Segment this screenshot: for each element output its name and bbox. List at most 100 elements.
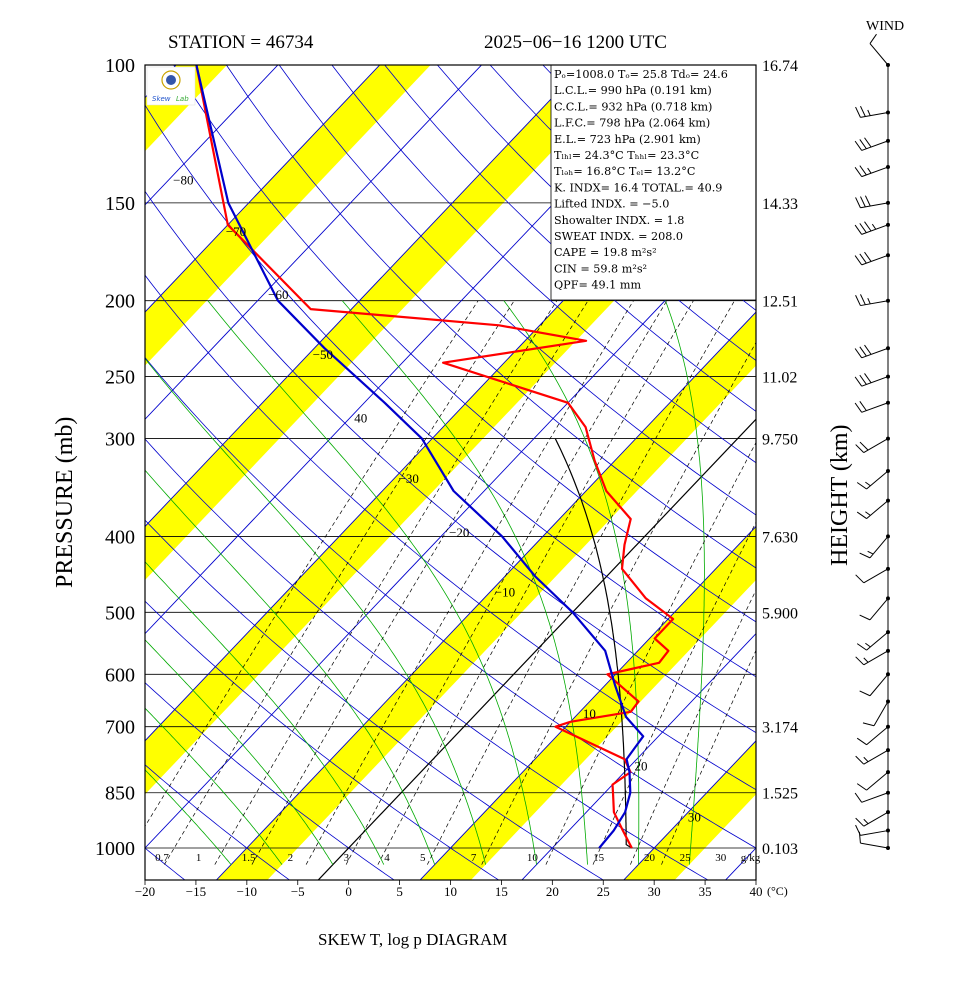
isotherm-line <box>215 311 756 880</box>
index-line: CAPE = 19.8 m²s² <box>554 246 657 259</box>
wind-barb-flag <box>854 140 863 151</box>
x-tick-label: 40 <box>750 884 763 899</box>
isotherm-band <box>145 65 635 581</box>
pressure-tick-label: 100 <box>105 55 135 77</box>
wind-barb-half <box>865 481 871 487</box>
height-label: 3.174 <box>762 720 798 737</box>
mixing-ratio-line <box>214 300 558 865</box>
moist-adiabat-line <box>503 300 640 865</box>
svg-text:Lab: Lab <box>176 95 189 103</box>
dry-adiabats <box>145 65 756 880</box>
moist-adiabat-line <box>145 639 334 865</box>
wind-barb-flag <box>859 374 867 385</box>
dewpoint-line <box>195 65 645 849</box>
moist-adiabat-line <box>145 469 436 865</box>
wind-barb-flag <box>859 346 867 357</box>
height-label: 11.02 <box>762 370 797 387</box>
temperature-line <box>195 65 675 849</box>
wind-barb-half <box>867 167 872 174</box>
wind-barb-half <box>867 109 871 116</box>
mixing-ratio-line <box>145 300 479 828</box>
dry-adiabat-line <box>145 190 756 734</box>
wind-barb-staff <box>869 673 889 697</box>
wind-barb-flag <box>855 574 865 584</box>
pressure-tick-label: 200 <box>105 291 135 313</box>
dry-adiabat-line <box>278 65 756 516</box>
isotherm-label: −30 <box>399 471 419 486</box>
wind-barb-flag <box>855 295 861 306</box>
mixing-ratio-label: 25 <box>680 852 692 864</box>
mixing-ratio-label: 3 <box>344 852 350 864</box>
wind-barb-half <box>871 223 877 230</box>
dry-adiabat-line <box>145 600 500 880</box>
x-tick-label: 30 <box>648 884 661 899</box>
wind-barb-flag <box>855 106 861 118</box>
pressure-axis-title: PRESSURE (mb) <box>52 417 78 588</box>
moist-adiabat-line <box>145 769 232 865</box>
sounding-series <box>195 65 675 849</box>
index-line: Lifted INDX. = −5.0 <box>554 198 669 211</box>
x-tick-label: −10 <box>237 884 257 899</box>
x-tick-label: 35 <box>699 884 712 899</box>
wind-barb-flag <box>855 444 865 453</box>
wind-barb-flag <box>859 253 867 264</box>
wind-barb-flag <box>864 221 872 232</box>
mixing-ratio-label: 7 <box>471 852 477 864</box>
moist-adiabat-line <box>665 300 705 865</box>
wind-barb-staff <box>860 842 889 849</box>
moist-adiabat-line <box>341 300 588 865</box>
diagram-title: SKEW T, log p DIAGRAM <box>318 930 507 949</box>
isotherm-line <box>145 65 483 420</box>
mixing-ratio-line <box>164 300 515 865</box>
wind-barb-flag <box>854 224 863 235</box>
wind-barb-staff <box>869 598 889 621</box>
height-label: 9.750 <box>762 432 798 449</box>
isotherm-line <box>145 65 279 206</box>
isotherm-band <box>145 65 431 366</box>
mixing-ratio-line <box>481 341 756 865</box>
wind-barb-staff <box>866 771 889 791</box>
mixing-ratio-label: 10 <box>527 852 539 864</box>
mixing-ratio-label: 1.5 <box>242 852 256 864</box>
index-line: SWEAT INDX. = 208.0 <box>554 230 683 243</box>
index-line: L.C.L.= 990 hPa (0.191 km) <box>554 84 712 97</box>
x-tick-label: 10 <box>444 884 457 899</box>
mixing-ratio-line <box>251 300 589 865</box>
isotherm-label: −10 <box>495 584 515 599</box>
height-axis-title: HEIGHT (km) <box>827 424 853 566</box>
mixing-ratio-line <box>305 300 634 865</box>
wind-barb-staff <box>863 568 889 584</box>
x-tick-label: −5 <box>291 884 305 899</box>
wind-barb-flag <box>864 137 872 148</box>
isotherm-line <box>521 632 756 880</box>
dry-adiabat-line <box>384 65 756 412</box>
wind-barb-flag <box>864 373 872 384</box>
height-label: 1.525 <box>762 786 798 803</box>
dry-adiabat-line <box>225 65 756 569</box>
index-line: CIN = 59.8 m²s² <box>554 262 647 275</box>
isotherm-label: −60 <box>268 287 288 302</box>
isotherm-label: −70 <box>226 224 246 239</box>
wind-barb-flag <box>854 402 863 413</box>
wind-barb-flag <box>858 831 861 844</box>
wind-barb-flag <box>859 552 871 559</box>
wind-barb-staff <box>873 701 889 727</box>
mixing-ratio-lines <box>145 300 756 865</box>
wind-barb-half <box>863 657 869 663</box>
index-line: K. INDX= 16.4 TOTAL.= 40.9 <box>554 181 722 194</box>
mixing-ratio-line <box>426 300 735 865</box>
wind-barb-half <box>865 642 871 648</box>
x-tick-label: 25 <box>597 884 610 899</box>
pressure-tick-label: 150 <box>105 193 135 215</box>
index-line: E.L.= 723 hPa (2.901 km) <box>554 133 701 146</box>
indices-box: Pₒ=1008.0 Tₒ= 25.8 Tdₒ= 24.6 L.C.L.= 990 … <box>550 64 757 301</box>
dry-adiabat-line <box>145 682 395 880</box>
pressure-tick-label: 1000 <box>95 838 135 860</box>
pressure-tick-label: 600 <box>105 664 135 686</box>
svg-text:Skew: Skew <box>152 95 171 103</box>
isotherm-line <box>145 204 756 849</box>
wind-barb-flag <box>856 482 867 490</box>
isotherm-line <box>145 65 381 313</box>
mixing-ratio-line <box>345 300 668 865</box>
isotherm-label: 10 <box>583 706 596 721</box>
